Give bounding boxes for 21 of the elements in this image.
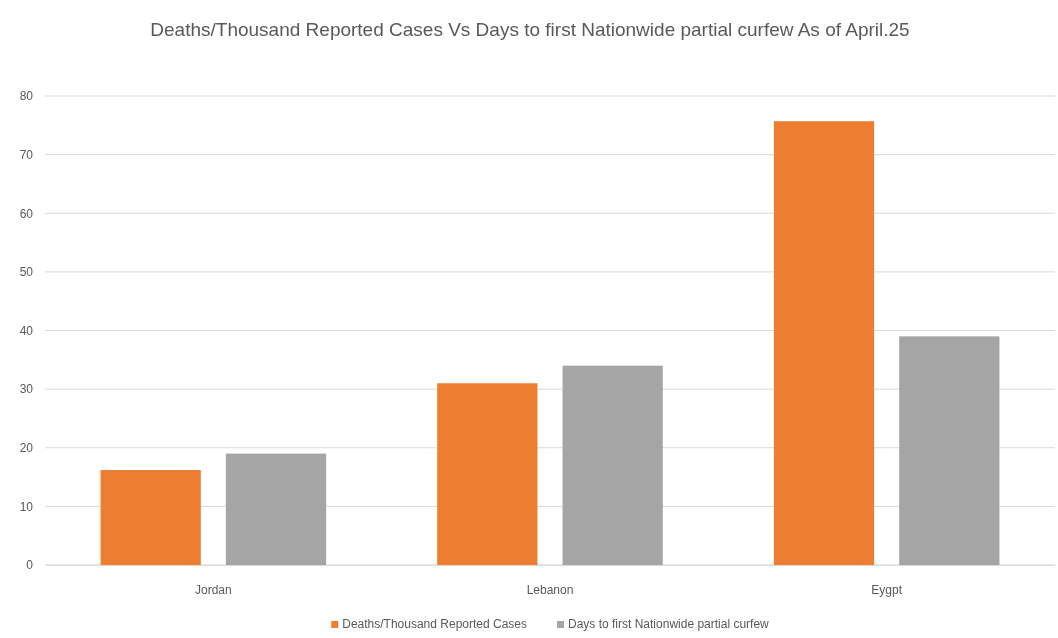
chart-title: Deaths/Thousand Reported Cases Vs Days to first Nationwide partial curfew As of April.25 [150,19,910,40]
y-tick-label: 30 [19,382,34,397]
y-tick-label: 0 [26,558,34,573]
legend-label: Days to first Nationwide partial curfew [568,617,770,631]
bar [100,470,201,565]
y-tick-label: 40 [19,323,34,338]
x-tick-label: Jordan [194,582,232,597]
y-tick-label: 50 [19,265,34,280]
x-tick-label: Lebanon [526,582,574,597]
bar [562,365,663,565]
bar [899,336,1000,565]
bar [225,453,327,565]
y-tick-label: 70 [19,147,34,162]
y-tick-label: 60 [19,206,34,221]
y-tick-label: 20 [19,441,34,456]
bar [773,121,875,565]
y-tick-label: 80 [19,89,34,104]
x-tick-label: Eygpt [871,582,903,597]
bar [437,383,538,565]
y-tick-label: 10 [19,499,34,514]
legend-label: Deaths/Thousand Reported Cases [342,617,528,631]
